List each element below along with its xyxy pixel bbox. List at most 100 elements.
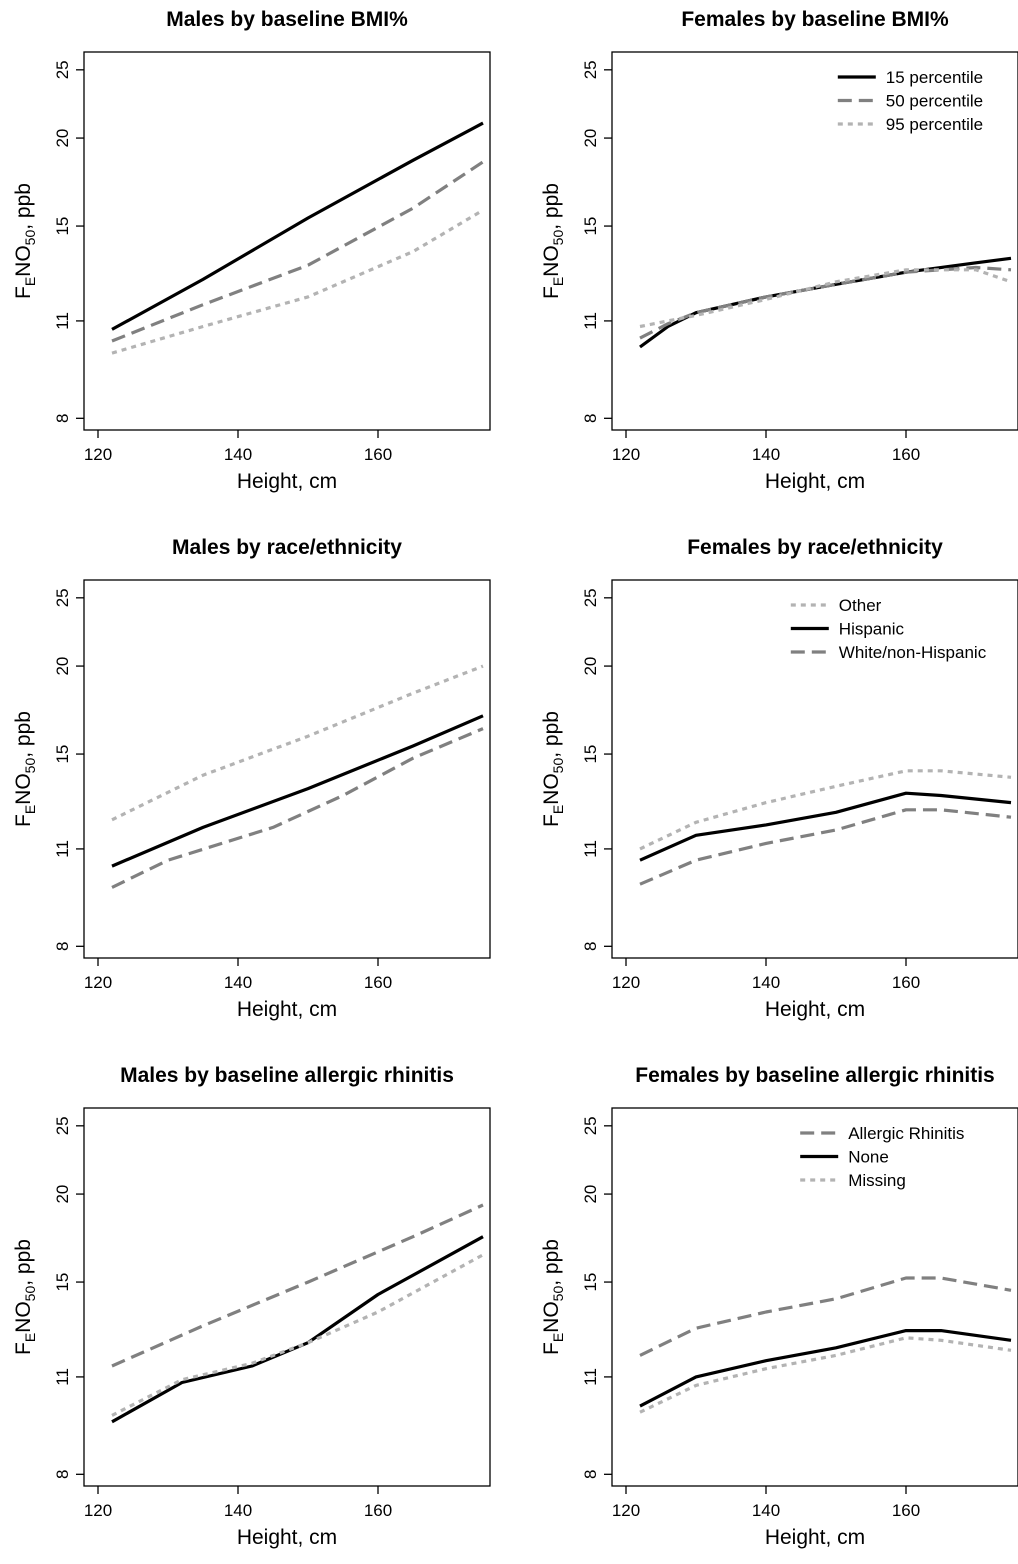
- chart-panel-2: Females by baseline BMI% 120 140 160 8 11 15 20…: [540, 8, 1018, 493]
- x-tick-label: 160: [892, 1501, 920, 1520]
- y-tick-label: 8: [581, 942, 600, 951]
- legend: 15 percentile 50 percentile 95 percentile: [837, 68, 983, 134]
- x-tick-label: 120: [84, 973, 112, 992]
- y-axis-label-sub-50: 50: [22, 758, 38, 774]
- legend-label-2: None: [848, 1148, 889, 1167]
- y-axis-label-f: F: [12, 1342, 35, 1355]
- legend-label-1: Other: [839, 596, 882, 615]
- y-axis-label-sub-e: E: [22, 805, 38, 814]
- y-tick-label: 8: [581, 1470, 600, 1479]
- series-line-2: [639, 1329, 1012, 1408]
- y-axis-label: FENO50, ppb: [540, 711, 566, 827]
- series-line-2: [111, 1235, 484, 1424]
- y-axis-label-f: F: [540, 286, 563, 299]
- y-tick-label: 20: [53, 129, 72, 148]
- x-axis-label: Height, cm: [765, 470, 865, 493]
- plot-frame: [611, 51, 1018, 431]
- x-tick-label: 160: [364, 445, 392, 464]
- x-tick-label: 160: [364, 973, 392, 992]
- y-tick-label: 15: [53, 217, 72, 236]
- plot-frame: [611, 1107, 1018, 1487]
- y-axis-label-no: NO: [12, 1301, 35, 1333]
- y-tick-label: 11: [53, 1368, 72, 1386]
- y-tick-label: 25: [581, 588, 600, 607]
- chart-panel-4: Females by race/ethnicity 120 140 160 8 11 15 2…: [540, 536, 1018, 1021]
- legend: Allergic Rhinitis None Missing: [800, 1124, 964, 1190]
- y-tick-label: 11: [581, 1368, 600, 1386]
- y-axis-label-no: NO: [540, 1301, 563, 1333]
- chart-title: Males by race/ethnicity: [172, 536, 402, 559]
- series-line-2: [111, 160, 484, 343]
- y-axis-label-no: NO: [12, 773, 35, 805]
- x-tick-label: 140: [224, 445, 252, 464]
- x-tick-label: 140: [752, 445, 780, 464]
- series-line-1: [639, 769, 1012, 851]
- x-axis-label: Height, cm: [765, 998, 865, 1021]
- y-axis-label-no: NO: [12, 245, 35, 277]
- series-line-1: [639, 256, 1012, 349]
- y-tick-label: 25: [53, 60, 72, 79]
- y-axis-label: FENO50, ppb: [12, 711, 38, 827]
- y-axis-label-f: F: [12, 286, 35, 299]
- y-axis-label-unit: , ppb: [540, 711, 563, 758]
- y-axis-label-sub-50: 50: [22, 1286, 38, 1302]
- chart-panel-1: Males by baseline BMI% 120 140 160 8 11 15 20 25…: [12, 8, 491, 493]
- y-tick-label: 11: [581, 840, 600, 858]
- y-tick-label: 25: [581, 1116, 600, 1135]
- series-line-3: [111, 208, 484, 355]
- chart-title: Females by baseline BMI%: [681, 8, 949, 31]
- chart-panel-5: Males by baseline allergic rhinitis 120 14…: [12, 1064, 491, 1549]
- series-line-1: [111, 121, 484, 331]
- y-tick-label: 8: [53, 414, 72, 423]
- chart-title: Females by race/ethnicity: [687, 536, 943, 559]
- y-axis-label-sub-e: E: [22, 277, 38, 286]
- x-tick-label: 120: [612, 445, 640, 464]
- y-axis-label-sub-50: 50: [550, 758, 566, 774]
- legend-label-2: 50 percentile: [886, 92, 983, 111]
- y-axis-label-f: F: [540, 1342, 563, 1355]
- y-tick-label: 25: [53, 1116, 72, 1135]
- y-axis-label: FENO50, ppb: [540, 1239, 566, 1355]
- chart-panel-6: Females by baseline allergic rhinitis 120…: [540, 1064, 1018, 1549]
- y-tick-label: 25: [581, 60, 600, 79]
- y-axis-label-sub-e: E: [550, 277, 566, 286]
- legend-label-3: Missing: [848, 1171, 906, 1190]
- series-line-3: [639, 268, 1012, 329]
- y-tick-label: 15: [581, 217, 600, 236]
- legend-label-2: Hispanic: [839, 620, 905, 639]
- legend-label-3: 95 percentile: [886, 115, 983, 134]
- legend-label-3: White/non-Hispanic: [839, 643, 987, 662]
- y-axis-label-f: F: [540, 814, 563, 827]
- y-axis-label-no: NO: [540, 773, 563, 805]
- x-tick-label: 140: [224, 1501, 252, 1520]
- y-tick-label: 11: [53, 840, 72, 858]
- x-tick-label: 120: [612, 973, 640, 992]
- x-tick-label: 120: [84, 445, 112, 464]
- y-tick-label: 20: [581, 657, 600, 676]
- series-line-1: [111, 664, 484, 822]
- y-tick-label: 8: [581, 414, 600, 423]
- y-axis-label-unit: , ppb: [540, 1239, 563, 1286]
- plot-frame: [83, 1107, 491, 1487]
- y-axis-label-sub-50: 50: [550, 230, 566, 246]
- x-tick-label: 160: [892, 973, 920, 992]
- plot-frame: [83, 579, 491, 959]
- y-axis-label: FENO50, ppb: [12, 1239, 38, 1355]
- series-line-3: [111, 1253, 484, 1417]
- series-line-1: [111, 1203, 484, 1368]
- x-tick-label: 140: [224, 973, 252, 992]
- x-tick-label: 140: [752, 1501, 780, 1520]
- y-axis-label-no: NO: [540, 245, 563, 277]
- x-tick-label: 140: [752, 973, 780, 992]
- y-tick-label: 8: [53, 1470, 72, 1479]
- x-axis-label: Height, cm: [237, 470, 337, 493]
- x-axis-label: Height, cm: [237, 998, 337, 1021]
- legend-label-1: Allergic Rhinitis: [848, 1124, 964, 1143]
- y-axis-label-sub-50: 50: [22, 230, 38, 246]
- y-tick-label: 11: [581, 312, 600, 330]
- legend: Other Hispanic White/non-Hispanic: [790, 596, 987, 662]
- x-tick-label: 120: [84, 1501, 112, 1520]
- y-tick-label: 15: [581, 745, 600, 764]
- x-axis-label: Height, cm: [237, 1526, 337, 1549]
